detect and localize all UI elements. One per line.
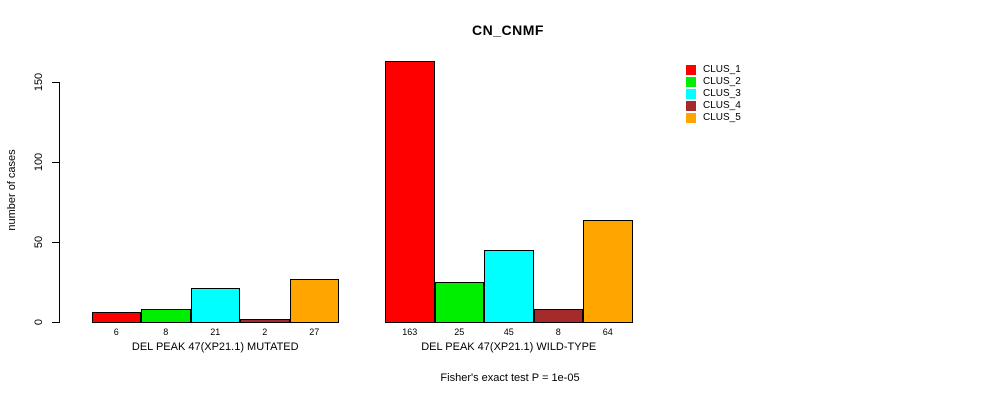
legend-item-clus_3: CLUS_3 xyxy=(686,88,741,100)
y-tick-mark xyxy=(52,161,59,163)
legend-label: CLUS_1 xyxy=(703,64,741,75)
legend-label: CLUS_5 xyxy=(703,112,741,123)
legend-item-clus_1: CLUS_1 xyxy=(686,64,741,76)
bar-value-label: 64 xyxy=(602,327,613,337)
legend-item-clus_5: CLUS_5 xyxy=(686,112,741,124)
bar-clus_4-group1 xyxy=(240,318,290,323)
legend-label: CLUS_2 xyxy=(703,76,741,87)
y-tick-mark xyxy=(52,321,59,323)
y-tick-label: 50 xyxy=(33,235,45,249)
y-tick-label: 150 xyxy=(33,72,45,92)
bar-value-label: 163 xyxy=(402,327,418,337)
bar-clus_3-group1 xyxy=(190,288,240,323)
legend-item-clus_2: CLUS_2 xyxy=(686,76,741,88)
legend-label: CLUS_4 xyxy=(703,100,741,111)
bar-clus_3-group2 xyxy=(484,250,534,323)
legend-swatch-icon xyxy=(686,89,696,99)
bar-value-label: 8 xyxy=(163,327,169,337)
bar-value-label: 21 xyxy=(210,327,221,337)
bar-value-label: 45 xyxy=(503,327,514,337)
bar-value-label: 27 xyxy=(309,327,320,337)
bar-clus_1-group2 xyxy=(385,61,435,323)
y-tick-mark xyxy=(52,81,59,83)
bar-value-label: 8 xyxy=(555,327,561,337)
bar-clus_2-group2 xyxy=(434,282,484,323)
bar-value-label: 25 xyxy=(454,327,465,337)
bar-clus_5-group2 xyxy=(583,219,633,323)
chart-title: CN_CNMF xyxy=(472,22,544,38)
bar-clus_5-group1 xyxy=(289,278,339,323)
bar-clus_4-group2 xyxy=(533,309,583,323)
legend-swatch-icon xyxy=(686,113,696,123)
footnote: Fisher's exact test P = 1e-05 xyxy=(440,372,580,384)
legend-item-clus_4: CLUS_4 xyxy=(686,100,741,112)
legend-swatch-icon xyxy=(686,77,696,87)
legend-swatch-icon xyxy=(686,101,696,111)
bar-clus_1-group1 xyxy=(91,312,141,323)
bar-clus_2-group1 xyxy=(141,309,191,323)
category-label: DEL PEAK 47(XP21.1) MUTATED xyxy=(131,341,299,353)
y-axis-label: number of cases xyxy=(6,149,18,231)
y-tick-label: 0 xyxy=(33,318,45,326)
bar-value-label: 2 xyxy=(262,327,268,337)
y-tick-label: 100 xyxy=(33,152,45,172)
bar-value-label: 6 xyxy=(113,327,119,337)
y-tick-mark xyxy=(52,241,59,243)
category-label: DEL PEAK 47(XP21.1) WILD-TYPE xyxy=(421,341,597,353)
legend: CLUS_1 CLUS_2 CLUS_3 CLUS_4 CLUS_5 xyxy=(686,64,741,124)
y-axis-line xyxy=(59,82,60,323)
legend-swatch-icon xyxy=(686,65,696,75)
legend-label: CLUS_3 xyxy=(703,88,741,99)
